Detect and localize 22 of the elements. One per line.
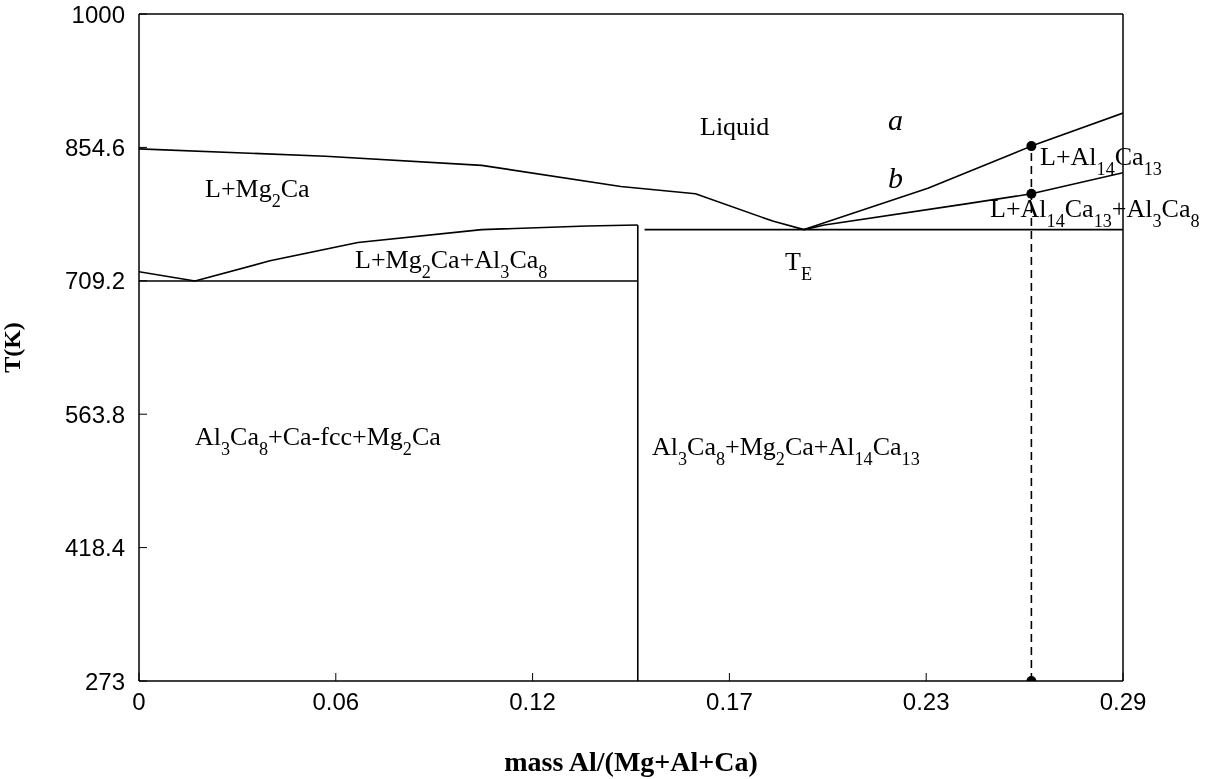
x-tick-label: 0.29 — [1099, 688, 1147, 716]
x-tick-label: 0 — [132, 688, 146, 716]
annotation: b — [888, 161, 903, 194]
annotation: Al$_{3}$Ca$_{8}$+Ca-fcc+Mg$_{2}$Ca — [195, 422, 442, 459]
annotation: L+Mg$_{2}$Ca — [205, 174, 311, 211]
x-tick-label: 0.06 — [312, 688, 360, 716]
annotation: Liquid — [700, 112, 770, 141]
y-tick-label: 273 — [84, 667, 125, 695]
text: Al$_{3}$Ca$_{8}$+Mg$_{2}$Ca+Al$_{14}$Ca$_{13}$ — [652, 432, 920, 469]
annotation: a — [888, 103, 903, 136]
y-tick-label: 1000 — [71, 0, 125, 28]
y-axis-title: T(K) — [0, 322, 25, 373]
y-tick-label: 709.2 — [64, 267, 125, 295]
annotation: T$_{E}$ — [785, 247, 813, 284]
x-tick-label: 0.12 — [509, 688, 556, 716]
y-tick-label: 418.4 — [64, 534, 125, 562]
x-tick-label: 0.23 — [902, 688, 950, 716]
x-tick-label: 0.17 — [706, 688, 753, 716]
y-tick-label: 563.8 — [64, 400, 125, 428]
x-axis-title: mass Al/(Mg+Al+Ca) — [504, 746, 758, 777]
y-tick-label: 854.6 — [64, 133, 125, 161]
annotation: L+Mg$_{2}$Ca+Al$_{3}$Ca$_{8}$ — [355, 245, 548, 282]
